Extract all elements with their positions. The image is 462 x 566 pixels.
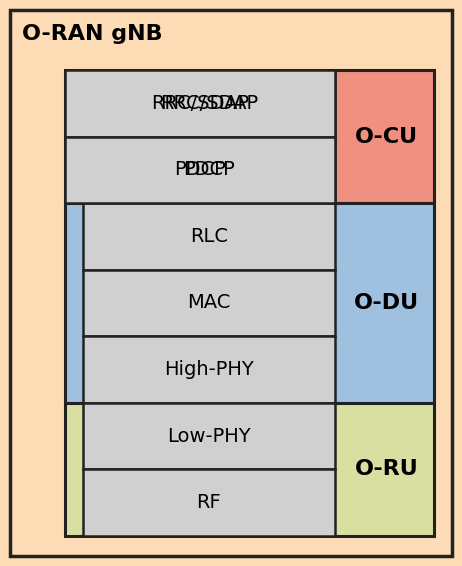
- Text: MAC: MAC: [187, 294, 231, 312]
- Text: O-CU: O-CU: [355, 127, 418, 147]
- Bar: [65, 403, 434, 536]
- Text: O-RU: O-RU: [355, 460, 419, 479]
- Bar: [83, 203, 335, 270]
- Text: PDCP: PDCP: [174, 160, 226, 179]
- Bar: [65, 136, 335, 203]
- Text: PDCP: PDCP: [183, 160, 235, 179]
- Text: High-PHY: High-PHY: [164, 360, 254, 379]
- Bar: [83, 270, 335, 336]
- Bar: [83, 469, 335, 536]
- Text: RRC/SDAP: RRC/SDAP: [160, 94, 258, 113]
- Bar: [65, 70, 434, 203]
- Text: O-DU: O-DU: [354, 293, 419, 313]
- Bar: [83, 70, 335, 136]
- Text: Low-PHY: Low-PHY: [167, 427, 251, 445]
- Bar: [83, 403, 335, 469]
- Text: O-RAN gNB: O-RAN gNB: [22, 24, 163, 44]
- Bar: [83, 336, 335, 403]
- Bar: [83, 136, 335, 203]
- Bar: [65, 70, 335, 136]
- Text: RRC/SDAP: RRC/SDAP: [151, 94, 249, 113]
- Bar: [65, 203, 434, 403]
- Text: RLC: RLC: [190, 227, 228, 246]
- Text: RF: RF: [197, 493, 221, 512]
